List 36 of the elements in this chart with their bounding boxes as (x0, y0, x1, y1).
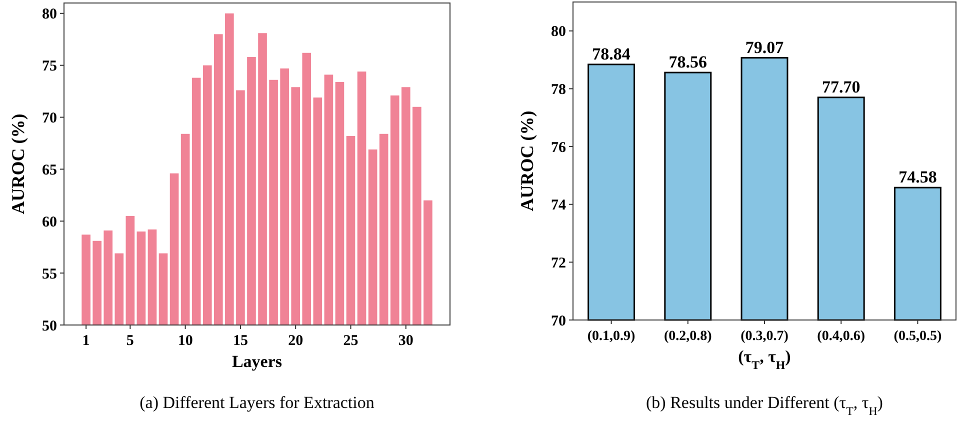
y-tick-label: 75 (42, 58, 57, 75)
y-tick-label: 65 (42, 162, 57, 178)
y-tick-label: 70 (551, 313, 566, 330)
y-tick-label: 70 (42, 110, 57, 127)
text: (a) Different Layers for Extraction (140, 393, 375, 412)
data-label: 74.58 (898, 168, 937, 187)
x-tick-label: 20 (288, 333, 304, 349)
x-tick-label: 25 (343, 333, 358, 349)
y-tick-label: 60 (42, 214, 57, 230)
x-tick-label: (0.2,0.8) (664, 329, 712, 344)
x-tick-label: (0.5,0.5) (894, 329, 942, 344)
data-label: 79.07 (745, 38, 784, 57)
x-tick-label: 1 (82, 333, 90, 349)
y-axis-title: AUROC (%) (517, 110, 537, 212)
y-axis-title: AUROC (%) (8, 114, 28, 214)
x-tick-label: 15 (232, 333, 248, 349)
y-tick-label: 72 (551, 255, 566, 272)
y-tick-label: 80 (42, 6, 57, 23)
x-axis-title: Layers (232, 352, 282, 371)
x-tick-label: 5 (126, 333, 134, 349)
x-tick-label: (0.4,0.6) (817, 329, 866, 344)
y-tick-label: 55 (42, 266, 57, 282)
x-tick-label: (0.3,0.7) (740, 329, 789, 344)
x-tick-label: (0.1,0.9) (587, 329, 636, 344)
x-tick-label: 10 (178, 333, 193, 349)
data-label: 77.70 (822, 77, 860, 96)
text: (b) Results under Different (τ$_{T}$, τ$_{H}$) (646, 393, 883, 418)
x-tick-label: 30 (398, 333, 414, 349)
y-tick-label: 50 (42, 318, 57, 334)
data-label: 78.84 (592, 44, 631, 64)
y-tick-label: 78 (551, 82, 566, 98)
y-tick-label: 80 (551, 24, 566, 40)
y-tick-label: 74 (551, 198, 566, 214)
x-axis-title: (τ$_{T}$, τ$_{H}$) (738, 347, 791, 372)
data-label: 78.56 (668, 52, 708, 72)
y-tick-label: 76 (551, 140, 566, 156)
